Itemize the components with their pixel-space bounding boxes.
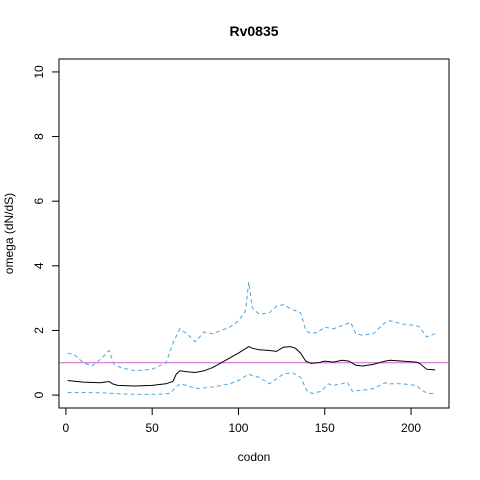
x-tick-label: 200 xyxy=(401,421,421,435)
plot-frame xyxy=(58,58,450,409)
y-axis-label: omega (dN/dS) xyxy=(2,193,16,274)
y-tick-label: 10 xyxy=(32,65,46,79)
series-line-lower-bound xyxy=(67,371,436,395)
x-tick-label: 50 xyxy=(146,421,160,435)
y-tick-label: 8 xyxy=(32,133,46,140)
x-tick-label: 150 xyxy=(315,421,335,435)
x-tick-label: 100 xyxy=(228,421,248,435)
y-tick-label: 4 xyxy=(32,262,46,269)
x-axis: 0 50 100 150 200 xyxy=(63,407,421,435)
y-tick-label: 0 xyxy=(32,391,46,398)
x-tick-label: 0 xyxy=(63,421,70,435)
y-tick-label: 6 xyxy=(32,198,46,205)
chart-title: Rv0835 xyxy=(229,23,278,39)
series-line-estimate xyxy=(67,346,436,387)
x-axis-label: codon xyxy=(238,450,271,464)
y-tick-label: 2 xyxy=(32,327,46,334)
series-line-upper-bound xyxy=(67,281,436,372)
y-axis: 0 2 4 6 8 10 xyxy=(32,65,60,398)
